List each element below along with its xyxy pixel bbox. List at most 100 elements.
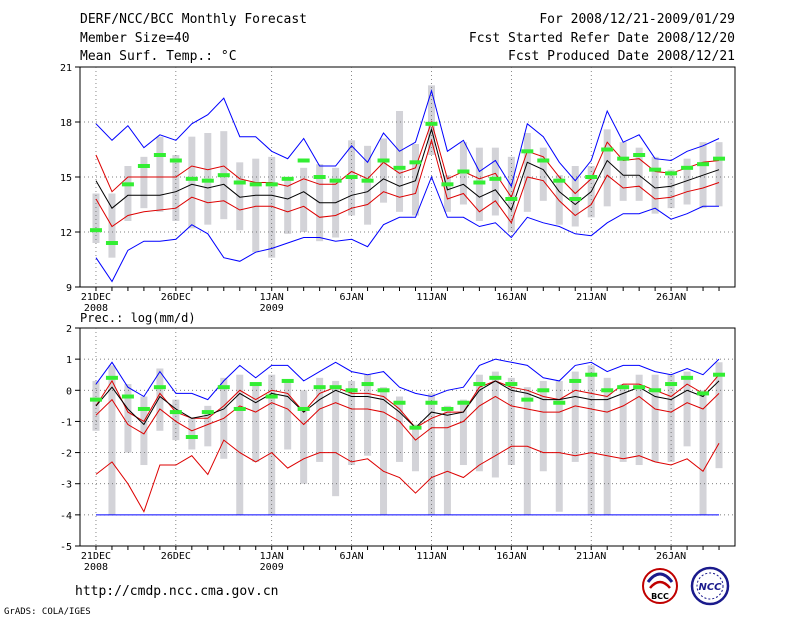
spread-bar [523, 133, 531, 212]
observed-marker [361, 382, 374, 387]
spread-bar [715, 142, 723, 207]
x-tick-label: 1JAN [260, 551, 284, 562]
observed-marker [457, 400, 470, 405]
spread-bar [459, 399, 467, 466]
observed-marker [249, 182, 262, 187]
spread-bar [635, 374, 643, 466]
observed-marker [681, 165, 694, 170]
observed-marker [441, 182, 454, 187]
observed-marker [537, 158, 550, 163]
y-tick-label: 2 [66, 324, 72, 335]
observed-marker [313, 385, 326, 390]
y-tick-label: 1 [66, 355, 72, 366]
spread-bar [699, 390, 707, 515]
spread-bar [715, 362, 723, 469]
observed-marker [665, 171, 678, 176]
observed-marker [473, 180, 486, 185]
spread-bar [124, 384, 132, 453]
member-size-label: Member Size=40 [80, 31, 190, 46]
x-tick-label: 16JAN [496, 292, 526, 303]
x-tick-label: 11JAN [416, 551, 446, 562]
observed-marker [601, 147, 614, 152]
observed-marker [457, 169, 470, 174]
observed-marker [281, 176, 294, 181]
bcc-logo-text: BCC [651, 592, 669, 601]
start-ref-date-label: Fcst Started Refer Date 2008/12/20 [469, 31, 735, 46]
spread-bar [539, 380, 547, 472]
y-tick-label: -4 [60, 511, 72, 522]
observed-marker [233, 406, 246, 411]
observed-marker [297, 406, 310, 411]
y-tick-label: 0 [66, 386, 72, 397]
spread-bar [124, 166, 132, 221]
spread-bar [92, 193, 100, 243]
spread-bar [300, 167, 308, 232]
observed-marker [569, 197, 582, 201]
spread-bar [507, 156, 515, 232]
spread-bar [252, 158, 260, 253]
x-tick-label: 21DEC [81, 551, 111, 562]
observed-marker [553, 400, 566, 405]
spread-bar [188, 136, 196, 229]
plot-frame [79, 327, 736, 547]
observed-marker [537, 388, 550, 393]
observed-marker [281, 378, 294, 383]
observed-marker [521, 149, 534, 154]
spread-bar [603, 377, 611, 515]
spread-bar [523, 387, 531, 515]
observed-marker [361, 178, 374, 183]
x-tick-label: 26JAN [656, 551, 686, 562]
spread-bar [332, 380, 340, 497]
observed-marker [713, 156, 726, 161]
spread-bar [236, 374, 244, 515]
observed-marker [105, 375, 118, 380]
observed-marker [329, 385, 342, 390]
observed-marker [345, 175, 358, 179]
observed-marker [441, 406, 454, 411]
observed-marker [521, 397, 534, 402]
y-tick-label: -1 [60, 417, 72, 428]
observed-marker [409, 160, 422, 165]
observed-marker [265, 394, 278, 399]
spread-bar [396, 396, 404, 462]
spread-bar [683, 371, 691, 447]
observed-marker [617, 385, 630, 390]
observed-marker [585, 175, 598, 179]
observed-marker [553, 178, 566, 183]
observed-marker [505, 382, 518, 387]
y-tick-label: 12 [60, 228, 72, 239]
observed-marker [489, 375, 502, 380]
spread-bar [555, 175, 563, 225]
spread-bar [188, 418, 196, 450]
observed-marker [265, 182, 278, 187]
observed-marker [169, 158, 182, 163]
observed-marker [601, 388, 614, 393]
observed-marker [185, 176, 198, 181]
spread-bar [571, 166, 579, 227]
spread-bar [284, 380, 292, 450]
observed-marker [89, 228, 102, 233]
y-tick-label: -3 [60, 480, 72, 491]
observed-marker [217, 385, 230, 390]
x-tick-label: 26DEC [161, 292, 191, 303]
x-tick-label: 1JAN [260, 292, 284, 303]
y-tick-label: -5 [60, 542, 72, 553]
observed-marker [217, 173, 230, 178]
spread-bar [619, 142, 627, 201]
ncc-logo: NCC [690, 566, 730, 606]
spread-bar [204, 405, 212, 447]
x-year-label: 2008 [84, 562, 108, 573]
x-tick-label: 16JAN [496, 551, 526, 562]
x-tick-label: 21JAN [576, 551, 606, 562]
spread-bar [156, 368, 164, 431]
spread-bar [380, 138, 388, 203]
observed-marker [89, 397, 102, 402]
spread-bar [491, 147, 499, 216]
observed-marker [489, 176, 502, 181]
grads-credit: GrADS: COLA/IGES [4, 607, 91, 617]
series-line-upper [95, 120, 720, 199]
x-tick-label: 26JAN [656, 292, 686, 303]
observed-marker [393, 400, 406, 405]
spread-bar [619, 384, 627, 462]
spread-bar [443, 405, 451, 515]
